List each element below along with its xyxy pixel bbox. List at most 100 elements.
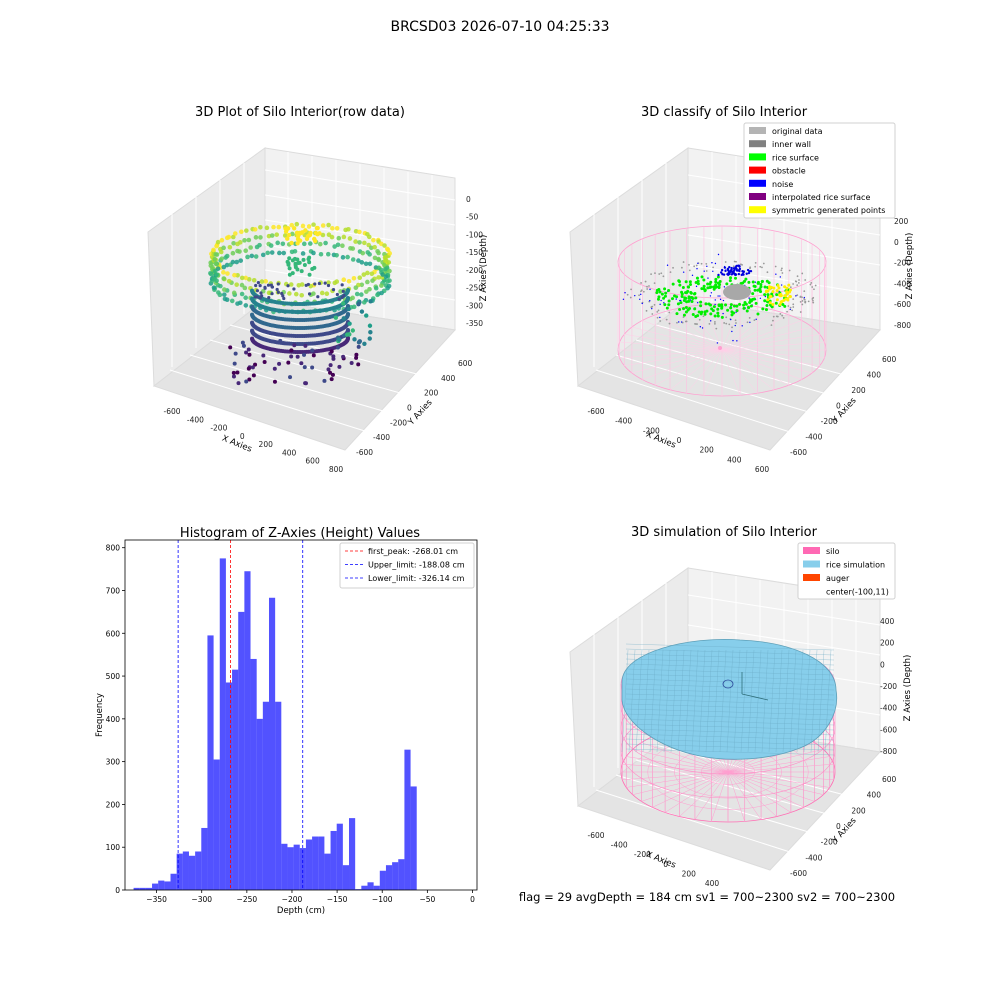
p1-data-point [250,304,255,309]
p1-data-point [225,271,230,276]
p1-data-point [232,272,237,278]
p2-original-point [766,271,769,274]
p2-noise-point [659,303,661,306]
p2-original-point [626,293,629,296]
p2-noise-point [716,342,719,344]
p2-rice-surface-point [665,306,669,310]
p1-data-point [250,328,255,333]
p2-original-point [680,266,683,269]
p2-rice-surface-point [708,282,712,286]
p2-rice-surface-point [657,295,661,299]
p2-gridline [595,369,791,433]
p2-rice-surface-point [712,305,716,309]
p4-z-tick-label: 200 [880,639,895,648]
p4-y-tick-label: -600 [790,869,807,878]
p2-original-point [640,282,643,284]
p1-data-point [359,282,365,288]
p2-silo-spoke [721,349,789,386]
p2-rice-surface-point [748,300,752,304]
p1-data-point [292,256,297,261]
p1-data-point [208,270,213,276]
p4-rice-mesh-line [625,738,835,746]
p1-data-point [304,283,308,287]
p4-rice-mesh-line [625,658,835,666]
p1-data-point [252,227,258,232]
p1-data-point [302,365,307,370]
p1-data-point [222,287,227,292]
p1-data-point [288,375,293,380]
p2-original-point [812,299,814,302]
p1-data-point [372,244,377,250]
p2-symmetric-point [769,295,773,299]
p2-rice-surface-point [684,280,688,284]
p4-z-tick-label: -400 [880,704,897,713]
p2-noise-dome-point [727,272,730,276]
p1-data-point [370,278,375,283]
p2-original-point [724,261,727,263]
histogram-axes-frame [124,539,478,891]
p2-symmetric-point [771,290,775,294]
p1-data-point [288,282,294,287]
p2-rice-surface-point [747,280,751,284]
p1-data-point [367,336,372,341]
p2-symmetric-point [766,289,770,293]
p2-noise-point [741,325,743,327]
p1-data-point [229,298,235,304]
p2-noise-point [695,285,698,288]
histogram-legend-box [339,542,475,589]
p4-rice-mesh-line [663,649,671,753]
classify-3d-title: 3D classify of Silo Interior [641,105,808,120]
p2-noise-point [659,316,661,319]
p4-rice-mesh-line [625,718,835,726]
p2-rice-surface-point [742,306,746,310]
p1-data-point [299,269,304,274]
p2-x-tick-label: 200 [700,446,715,455]
p1-data-point [326,283,331,288]
p1-data-point [329,377,334,382]
p1-z-axis-label: Z Axies (Depth) [479,235,489,302]
p2-original-point [733,260,736,263]
p4-rice-mesh-line [625,648,835,656]
p2-silo-spoke [619,349,723,359]
p2-noise-point [754,281,757,283]
p2-symmetric-point [768,287,772,291]
p2-rice-surface-point [765,304,769,308]
p2-noise-point [666,264,669,266]
p1-data-point [383,274,389,279]
p2-silo-spoke [703,349,723,396]
p2-original-point [642,290,645,293]
p1-data-point [246,237,252,243]
p2-x-tick-label: -200 [643,426,660,435]
p2-original-point [812,301,815,304]
p2-noise-point [696,302,699,304]
p1-data-point [228,345,233,350]
p4-center-marker [722,679,734,689]
histogram-bar [139,887,146,890]
p2-rice-surface-point [682,313,686,317]
p2-rice-surface-point [758,287,762,291]
p2-original-point [656,310,659,313]
p2-original-point [629,296,632,299]
p2-original-point [746,321,749,324]
p1-data-point [311,250,316,256]
p2-x-tick-label: -600 [587,407,604,416]
p2-original-point [656,316,659,319]
histogram-bar [176,853,183,890]
histogram-bar [170,873,177,890]
p4-rice-mesh-line [625,678,835,686]
p2-rice-surface-point [763,299,767,303]
p2-noise-point [679,299,681,302]
p4-rice-mesh-line [649,649,657,753]
p1-data-point [247,352,252,357]
histogram-bar [158,880,165,890]
p1-data-point [299,292,305,298]
p1-data-point [258,235,263,240]
p1-data-point [324,291,330,297]
p1-data-point [270,292,274,296]
p4-rice-mesh-line [740,649,748,753]
p2-floor-pane [576,299,881,451]
p1-y-tick-label: -400 [373,433,390,442]
p1-data-point [367,286,372,292]
p1-z-tick-label: -300 [466,301,483,310]
p2-silo-spoke [624,334,723,351]
